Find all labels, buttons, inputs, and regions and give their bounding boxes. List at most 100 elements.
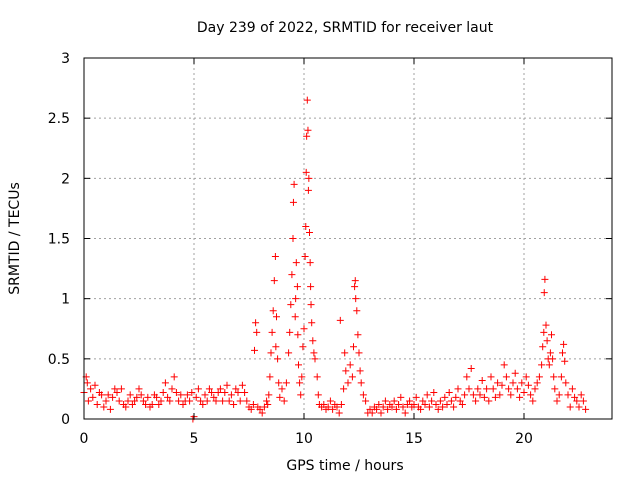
data-point (443, 401, 451, 409)
data-point (153, 393, 161, 401)
data-point (148, 401, 156, 409)
data-point (304, 186, 312, 194)
x-tick-label: 15 (405, 431, 423, 447)
data-point (273, 313, 280, 321)
data-point (309, 337, 317, 345)
data-point (395, 401, 403, 409)
data-point (509, 379, 517, 387)
data-point (286, 328, 294, 336)
data-point (439, 403, 447, 411)
data-point (102, 397, 110, 405)
data-point (267, 349, 275, 357)
data-point (346, 361, 354, 369)
data-point (221, 389, 229, 397)
data-point (133, 393, 141, 401)
grid (84, 58, 612, 419)
data-point (373, 405, 381, 413)
data-point (306, 228, 313, 236)
y-axis-title: SRMTID / TECUs (7, 182, 23, 295)
data-point (225, 397, 233, 405)
data-point (292, 259, 300, 267)
data-point (505, 385, 513, 393)
data-point (502, 373, 510, 381)
data-point (421, 401, 429, 409)
data-point (203, 397, 211, 405)
data-point (417, 405, 425, 413)
data-point (111, 385, 119, 393)
data-point (333, 403, 341, 411)
data-point (541, 275, 549, 283)
data-point (419, 397, 427, 405)
data-point (238, 381, 246, 389)
data-point (518, 379, 526, 387)
data-point (303, 132, 311, 140)
data-point (549, 355, 557, 363)
data-point (298, 373, 306, 381)
y-tick-labels: 0 0.5 1 1.5 2 2.5 3 (48, 51, 70, 428)
data-point (472, 397, 480, 405)
data-point (478, 376, 486, 384)
data-point (487, 373, 495, 381)
data-point (351, 277, 359, 285)
data-point (545, 361, 553, 369)
data-point (269, 307, 277, 315)
data-point (241, 389, 249, 397)
data-point (264, 401, 272, 409)
data-point (496, 391, 504, 399)
data-point (423, 391, 431, 399)
x-tick-label: 0 (80, 431, 89, 447)
data-point (458, 401, 466, 409)
data-point (87, 385, 95, 393)
data-point (352, 295, 360, 303)
data-point (357, 379, 365, 387)
data-point (577, 391, 585, 399)
data-point (210, 393, 218, 401)
data-point (293, 283, 301, 291)
data-point (538, 361, 546, 369)
data-point (275, 379, 283, 387)
data-point (324, 403, 332, 411)
data-point (278, 385, 286, 393)
data-point (397, 393, 405, 401)
data-point (305, 174, 313, 182)
data-point (289, 235, 297, 242)
data-point (543, 337, 551, 345)
data-point (524, 381, 532, 389)
data-point (186, 397, 194, 405)
x-tick-labels: 0 5 10 15 20 (80, 431, 533, 447)
data-point (441, 393, 449, 401)
data-point (128, 401, 136, 409)
data-point (337, 401, 345, 409)
data-point (388, 403, 396, 411)
data-point (430, 389, 438, 397)
data-point (289, 198, 297, 206)
data-point (212, 397, 220, 405)
data-point (166, 397, 174, 405)
data-point (403, 401, 411, 409)
data-point (288, 271, 296, 279)
data-point (159, 389, 167, 397)
data-point (227, 391, 235, 399)
data-point (168, 385, 176, 393)
data-point (232, 385, 240, 393)
data-point (170, 373, 178, 381)
data-point (282, 379, 290, 387)
data-point (540, 289, 548, 297)
data-point (83, 379, 91, 387)
data-point (263, 397, 271, 405)
data-point (117, 385, 125, 393)
data-point (406, 397, 414, 405)
data-point (230, 401, 238, 409)
data-point (348, 373, 356, 381)
data-point (527, 391, 535, 399)
data-point (351, 283, 359, 291)
data-point (297, 391, 305, 399)
data-point (205, 385, 213, 393)
data-point (183, 391, 191, 399)
data-point (256, 405, 264, 413)
data-point (287, 301, 295, 309)
data-point (399, 403, 407, 411)
data-point (582, 405, 590, 413)
data-point (513, 385, 521, 393)
data-point (91, 381, 99, 389)
